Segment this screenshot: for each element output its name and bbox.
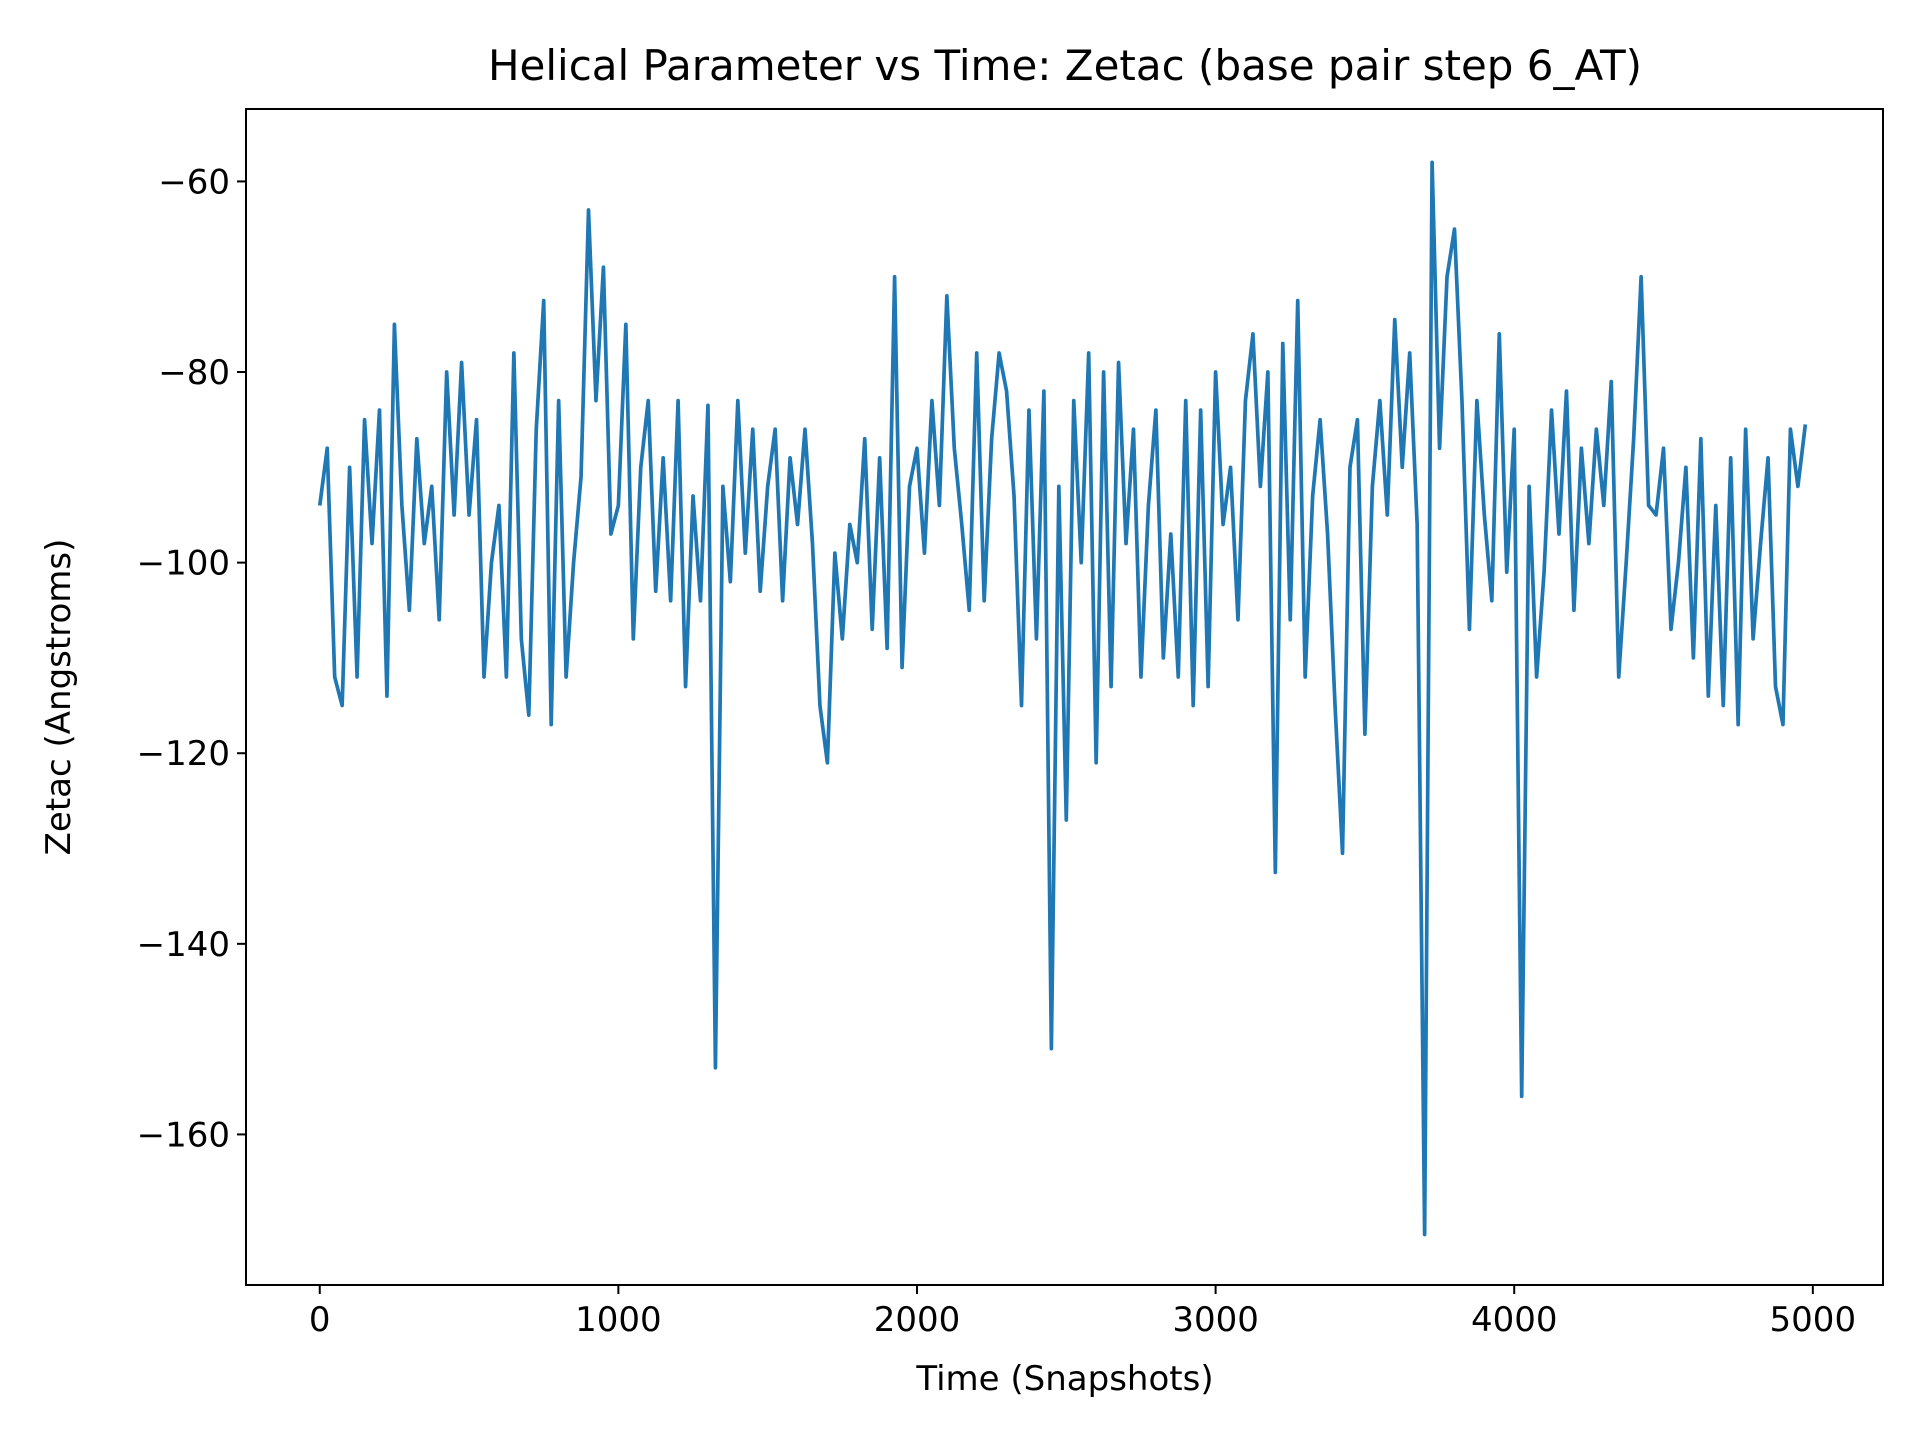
y-tick-label: −100 — [137, 544, 230, 584]
chart-title: Helical Parameter vs Time: Zetac (base p… — [488, 41, 1642, 90]
x-tick-label: 5000 — [1770, 1300, 1857, 1340]
x-tick-label: 2000 — [874, 1300, 961, 1340]
x-tick-label: 3000 — [1172, 1300, 1259, 1340]
y-tick-label: −160 — [137, 1115, 230, 1155]
x-tick-label: 0 — [309, 1300, 331, 1340]
x-tick-label: 1000 — [575, 1300, 662, 1340]
y-tick-label: −120 — [137, 734, 230, 774]
y-axis-label: Zetac (Angstroms) — [39, 539, 79, 856]
x-tick-label: 4000 — [1471, 1300, 1558, 1340]
y-tick-label: −60 — [158, 162, 230, 202]
y-tick-label: −140 — [137, 925, 230, 965]
data-line — [317, 160, 1808, 1237]
plot-frame — [245, 108, 1884, 1286]
x-axis-label: Time (Snapshots) — [915, 1359, 1213, 1399]
y-tick-label: −80 — [158, 353, 230, 393]
